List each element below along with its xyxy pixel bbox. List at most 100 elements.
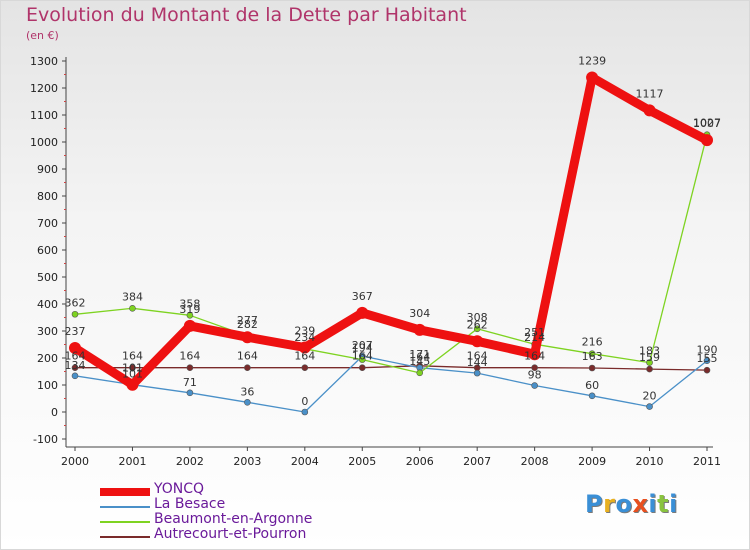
data-point <box>358 356 366 363</box>
data-label: 0 <box>301 395 308 408</box>
data-point <box>244 398 251 406</box>
data-label: 171 <box>409 348 430 361</box>
data-label: 207 <box>352 339 373 352</box>
data-point <box>471 335 484 348</box>
data-point <box>473 325 481 333</box>
data-label: 262 <box>467 318 488 331</box>
data-point <box>71 372 79 380</box>
y-tick-label: 1000 <box>30 136 58 149</box>
y-tick-label: 500 <box>37 271 58 284</box>
data-point <box>643 104 656 117</box>
data-label: 20 <box>643 390 657 403</box>
legend-swatch <box>100 506 150 508</box>
data-label: 164 <box>524 350 545 363</box>
data-point <box>588 364 596 372</box>
y-tick-label: 1200 <box>30 82 58 95</box>
data-label: 144 <box>467 356 488 369</box>
data-label: 1007 <box>693 117 721 130</box>
data-point <box>646 365 653 373</box>
data-label: 101 <box>122 368 143 381</box>
data-label: 282 <box>237 318 258 331</box>
y-tick-label: 600 <box>37 244 58 257</box>
data-label: 384 <box>122 290 143 303</box>
y-tick-label: 900 <box>37 163 58 176</box>
data-point <box>298 341 311 354</box>
data-point <box>186 312 194 319</box>
data-point <box>531 364 538 372</box>
x-tick-label: 2001 <box>118 455 146 468</box>
x-tick-label: 2003 <box>233 455 261 468</box>
data-point <box>588 392 596 400</box>
data-label: 164 <box>179 350 200 363</box>
y-tick-label: 400 <box>37 298 58 311</box>
data-label: 164 <box>122 350 143 363</box>
y-tick-label: 1100 <box>30 109 58 122</box>
data-label: 1239 <box>578 54 606 67</box>
x-tick-label: 2010 <box>636 455 664 468</box>
y-tick-label: -100 <box>33 433 58 446</box>
data-label: 234 <box>294 331 315 344</box>
data-label: 1027 <box>693 117 721 130</box>
x-tick-label: 2006 <box>406 455 434 468</box>
data-point <box>69 342 81 355</box>
data-point <box>703 357 711 365</box>
x-tick-label: 2008 <box>521 455 549 468</box>
data-label: 164 <box>65 350 86 363</box>
chart-title: Evolution du Montant de la Dette par Hab… <box>26 4 467 26</box>
y-tick-label: 0 <box>51 406 58 419</box>
y-tick-label: 200 <box>37 352 58 365</box>
data-label: 164 <box>237 350 258 363</box>
data-label: 183 <box>639 345 660 358</box>
data-point <box>183 319 196 332</box>
x-tick-label: 2000 <box>61 455 89 468</box>
data-point <box>186 364 194 372</box>
data-label: 155 <box>697 352 718 365</box>
data-label: 164 <box>352 350 373 363</box>
chart-axes: -100010020030040050060070080090010001100… <box>30 55 721 468</box>
data-label: 71 <box>183 376 197 389</box>
data-point <box>71 364 79 372</box>
data-label: 190 <box>697 344 718 357</box>
data-label: 134 <box>65 359 86 372</box>
data-labels: 2371013192772393673042622141239111710071… <box>65 54 722 408</box>
data-point <box>186 389 194 397</box>
data-point <box>646 403 653 410</box>
data-point <box>703 366 711 374</box>
data-point <box>244 364 251 372</box>
legend-swatch <box>100 536 150 538</box>
data-point <box>241 331 254 344</box>
data-label: 216 <box>582 336 603 349</box>
data-label: 237 <box>65 325 86 338</box>
data-label: 239 <box>294 324 315 337</box>
data-label: 60 <box>585 379 599 392</box>
data-label: 163 <box>582 350 603 363</box>
data-label: 214 <box>524 331 545 344</box>
data-point <box>473 369 481 377</box>
data-point <box>301 408 309 416</box>
x-tick-label: 2004 <box>291 455 319 468</box>
data-label: 145 <box>409 355 430 368</box>
legend-swatch <box>100 488 150 496</box>
data-label: 362 <box>65 296 86 309</box>
data-point <box>126 378 139 391</box>
data-point <box>531 382 538 389</box>
legend-label: La Besace <box>154 496 226 512</box>
data-point <box>71 310 79 318</box>
data-label: 159 <box>639 351 660 364</box>
data-label: 308 <box>467 311 488 324</box>
data-point <box>129 305 136 312</box>
series-line-yoncq <box>70 73 712 390</box>
data-point <box>588 350 596 357</box>
data-point <box>646 359 653 366</box>
legend-label: Autrecourt-et-Pourron <box>154 526 307 542</box>
data-label: 164 <box>409 351 430 364</box>
proxiti-logo: Proxiti <box>585 490 678 518</box>
data-point <box>358 364 366 372</box>
chart-unit: (en €) <box>26 29 59 42</box>
y-tick-label: 800 <box>37 190 58 203</box>
y-tick-label: 300 <box>37 325 58 338</box>
data-label: 101 <box>122 362 143 375</box>
x-tick-label: 2009 <box>578 455 606 468</box>
legend-label: Beaumont-en-Argonne <box>154 511 313 527</box>
data-point <box>356 306 369 319</box>
